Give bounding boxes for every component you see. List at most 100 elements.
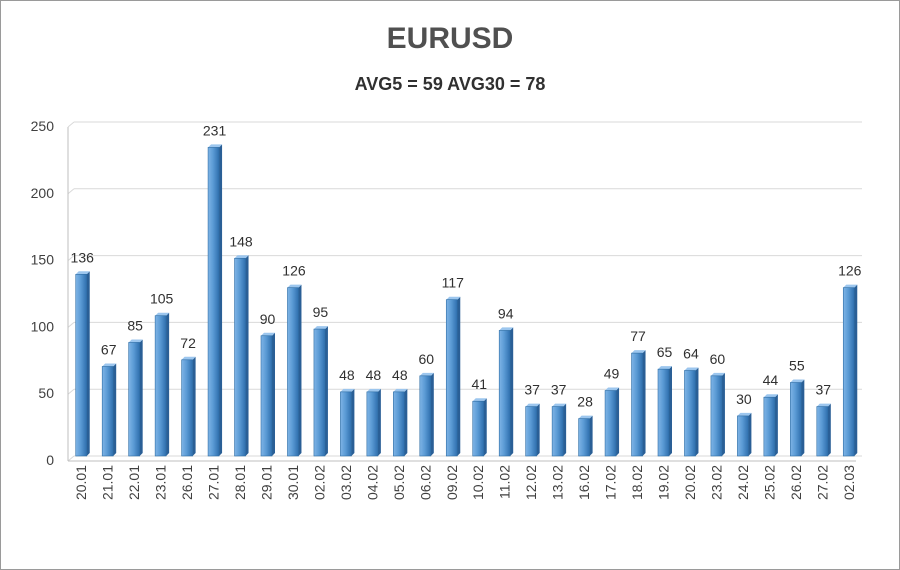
bar <box>763 396 776 457</box>
data-label: 136 <box>71 249 95 265</box>
bar <box>128 342 140 457</box>
data-label: 48 <box>339 367 355 383</box>
x-tick-label: 19.02 <box>656 465 672 500</box>
bar-side <box>166 312 170 456</box>
bar <box>578 418 590 457</box>
data-label: 37 <box>524 382 540 398</box>
bar-top <box>287 284 302 288</box>
bar <box>842 287 855 457</box>
bar-side <box>589 415 593 456</box>
bar-side <box>774 394 778 456</box>
x-tick-label: 21.01 <box>100 465 116 500</box>
y-tick-label: 50 <box>38 385 54 401</box>
bar <box>816 406 829 457</box>
chart-title: EURUSD <box>386 22 514 55</box>
y-tick-label: 150 <box>31 252 55 268</box>
bar-side <box>642 350 646 456</box>
x-tick-label: 09.02 <box>444 465 460 500</box>
data-label: 148 <box>229 233 253 249</box>
bar <box>287 287 299 457</box>
data-label: 64 <box>683 345 699 361</box>
x-tick-label: 06.02 <box>417 465 433 500</box>
bar-side <box>245 255 249 456</box>
bar-top <box>366 388 381 392</box>
bar-top <box>419 372 434 376</box>
x-tick-label: 12.02 <box>523 465 539 500</box>
data-label: 105 <box>150 291 174 307</box>
bar-side <box>483 398 487 456</box>
bar <box>340 391 352 457</box>
bar-top <box>208 144 223 148</box>
bar <box>75 274 88 457</box>
bar-top <box>578 415 593 419</box>
bar <box>710 375 723 457</box>
bar <box>313 328 326 457</box>
bar <box>181 359 193 457</box>
bar-side <box>219 144 223 456</box>
data-label: 48 <box>366 367 382 383</box>
data-label: 126 <box>838 263 862 279</box>
bar-side <box>721 372 725 456</box>
x-tick-label: 13.02 <box>550 465 566 500</box>
y-tick-label: 100 <box>31 318 55 334</box>
bar-side <box>801 379 805 456</box>
x-tick-label: 22.01 <box>126 465 142 500</box>
bar-side <box>563 403 567 456</box>
bar-top <box>181 356 196 360</box>
y-tick-label: 200 <box>31 185 55 201</box>
bar-top <box>631 350 646 354</box>
bar-side <box>854 284 858 456</box>
data-label: 60 <box>710 351 726 367</box>
gridline-slant <box>67 388 75 395</box>
x-tick-label: 25.02 <box>761 465 777 500</box>
x-tick-label: 18.02 <box>629 465 645 500</box>
bar <box>498 330 511 457</box>
bar-side <box>351 388 355 456</box>
y-tick-label: 250 <box>31 118 55 134</box>
bar-top <box>102 363 117 367</box>
bar-side <box>457 296 461 456</box>
bar <box>551 406 564 457</box>
x-tick-label: 29.01 <box>259 465 275 500</box>
bar-top <box>737 412 752 416</box>
data-label: 90 <box>260 311 276 327</box>
bar-side <box>404 388 408 456</box>
bar-top <box>552 403 567 407</box>
bar-side <box>324 326 328 456</box>
bar-top <box>313 326 328 330</box>
x-tick-label: 05.02 <box>391 465 407 500</box>
data-label: 30 <box>736 391 752 407</box>
x-tick-label: 20.01 <box>73 465 89 500</box>
x-tick-label: 16.02 <box>576 465 592 500</box>
bars <box>75 144 858 457</box>
bar <box>154 315 167 457</box>
data-label: 28 <box>577 394 593 410</box>
x-tick-label: 23.02 <box>708 465 724 500</box>
bar <box>631 352 643 457</box>
data-label: 44 <box>763 372 779 388</box>
x-tick-label: 02.03 <box>841 465 857 500</box>
x-tick-label: 02.02 <box>311 465 327 500</box>
bar-top <box>128 339 143 343</box>
x-tick-label: 27.02 <box>814 465 830 500</box>
bar-top <box>393 388 408 392</box>
bar-top <box>710 372 725 376</box>
x-tick-label: 26.02 <box>788 465 804 500</box>
bar-top <box>843 284 858 288</box>
bar-top <box>234 255 249 259</box>
data-label: 41 <box>471 376 487 392</box>
bar <box>472 400 485 457</box>
gridline-slant <box>67 455 75 462</box>
bar <box>525 406 537 457</box>
bar-side <box>827 403 831 456</box>
gridline-slant <box>67 188 75 195</box>
bar <box>604 390 617 457</box>
bar-side <box>536 403 540 456</box>
bar-top <box>261 332 275 336</box>
bar <box>419 375 432 457</box>
x-tick-label: 20.02 <box>682 465 698 500</box>
bar-top <box>446 296 461 300</box>
bar <box>445 299 458 457</box>
